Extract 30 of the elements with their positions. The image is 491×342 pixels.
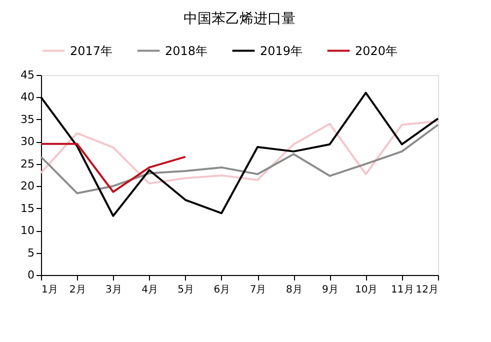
x-tick-label: 8月 xyxy=(286,284,302,296)
x-tick-label: 2月 xyxy=(69,284,86,296)
y-tick-label: 15 xyxy=(20,202,34,215)
line-series xyxy=(40,120,439,184)
x-tick-label: 3月 xyxy=(105,284,122,296)
y-tick-label: 5 xyxy=(28,246,34,260)
legend-label: 2017年 xyxy=(70,44,113,58)
x-tick-label: 1月 xyxy=(42,284,58,296)
line-series xyxy=(40,142,186,193)
y-tick-label: 25 xyxy=(20,157,34,170)
x-tick-label: 12月 xyxy=(416,284,438,296)
legend-label: 2019年 xyxy=(260,44,303,58)
x-tick-label: 10月 xyxy=(354,284,378,296)
chart-title: 中国苯乙烯进口量 xyxy=(184,11,296,27)
y-tick-label: 30 xyxy=(20,135,34,148)
y-tick-label: 40 xyxy=(20,90,34,104)
y-tick-label: 35 xyxy=(20,112,34,126)
x-tick-label: 5月 xyxy=(178,284,194,296)
y-tick-label: 0 xyxy=(28,268,34,282)
legend-label: 2020年 xyxy=(355,44,398,58)
legend-label: 2018年 xyxy=(165,44,208,58)
x-tick-label: 7月 xyxy=(250,284,266,296)
x-tick-label: 9月 xyxy=(322,284,338,296)
x-tick-label: 6月 xyxy=(214,284,230,296)
line-series xyxy=(40,124,439,194)
y-tick-label: 10 xyxy=(20,224,34,238)
y-tick-label: 20 xyxy=(20,180,34,193)
x-tick-label: 4月 xyxy=(142,284,158,296)
y-tick-label: 45 xyxy=(20,68,34,82)
x-tick-label: 11月 xyxy=(391,284,414,296)
